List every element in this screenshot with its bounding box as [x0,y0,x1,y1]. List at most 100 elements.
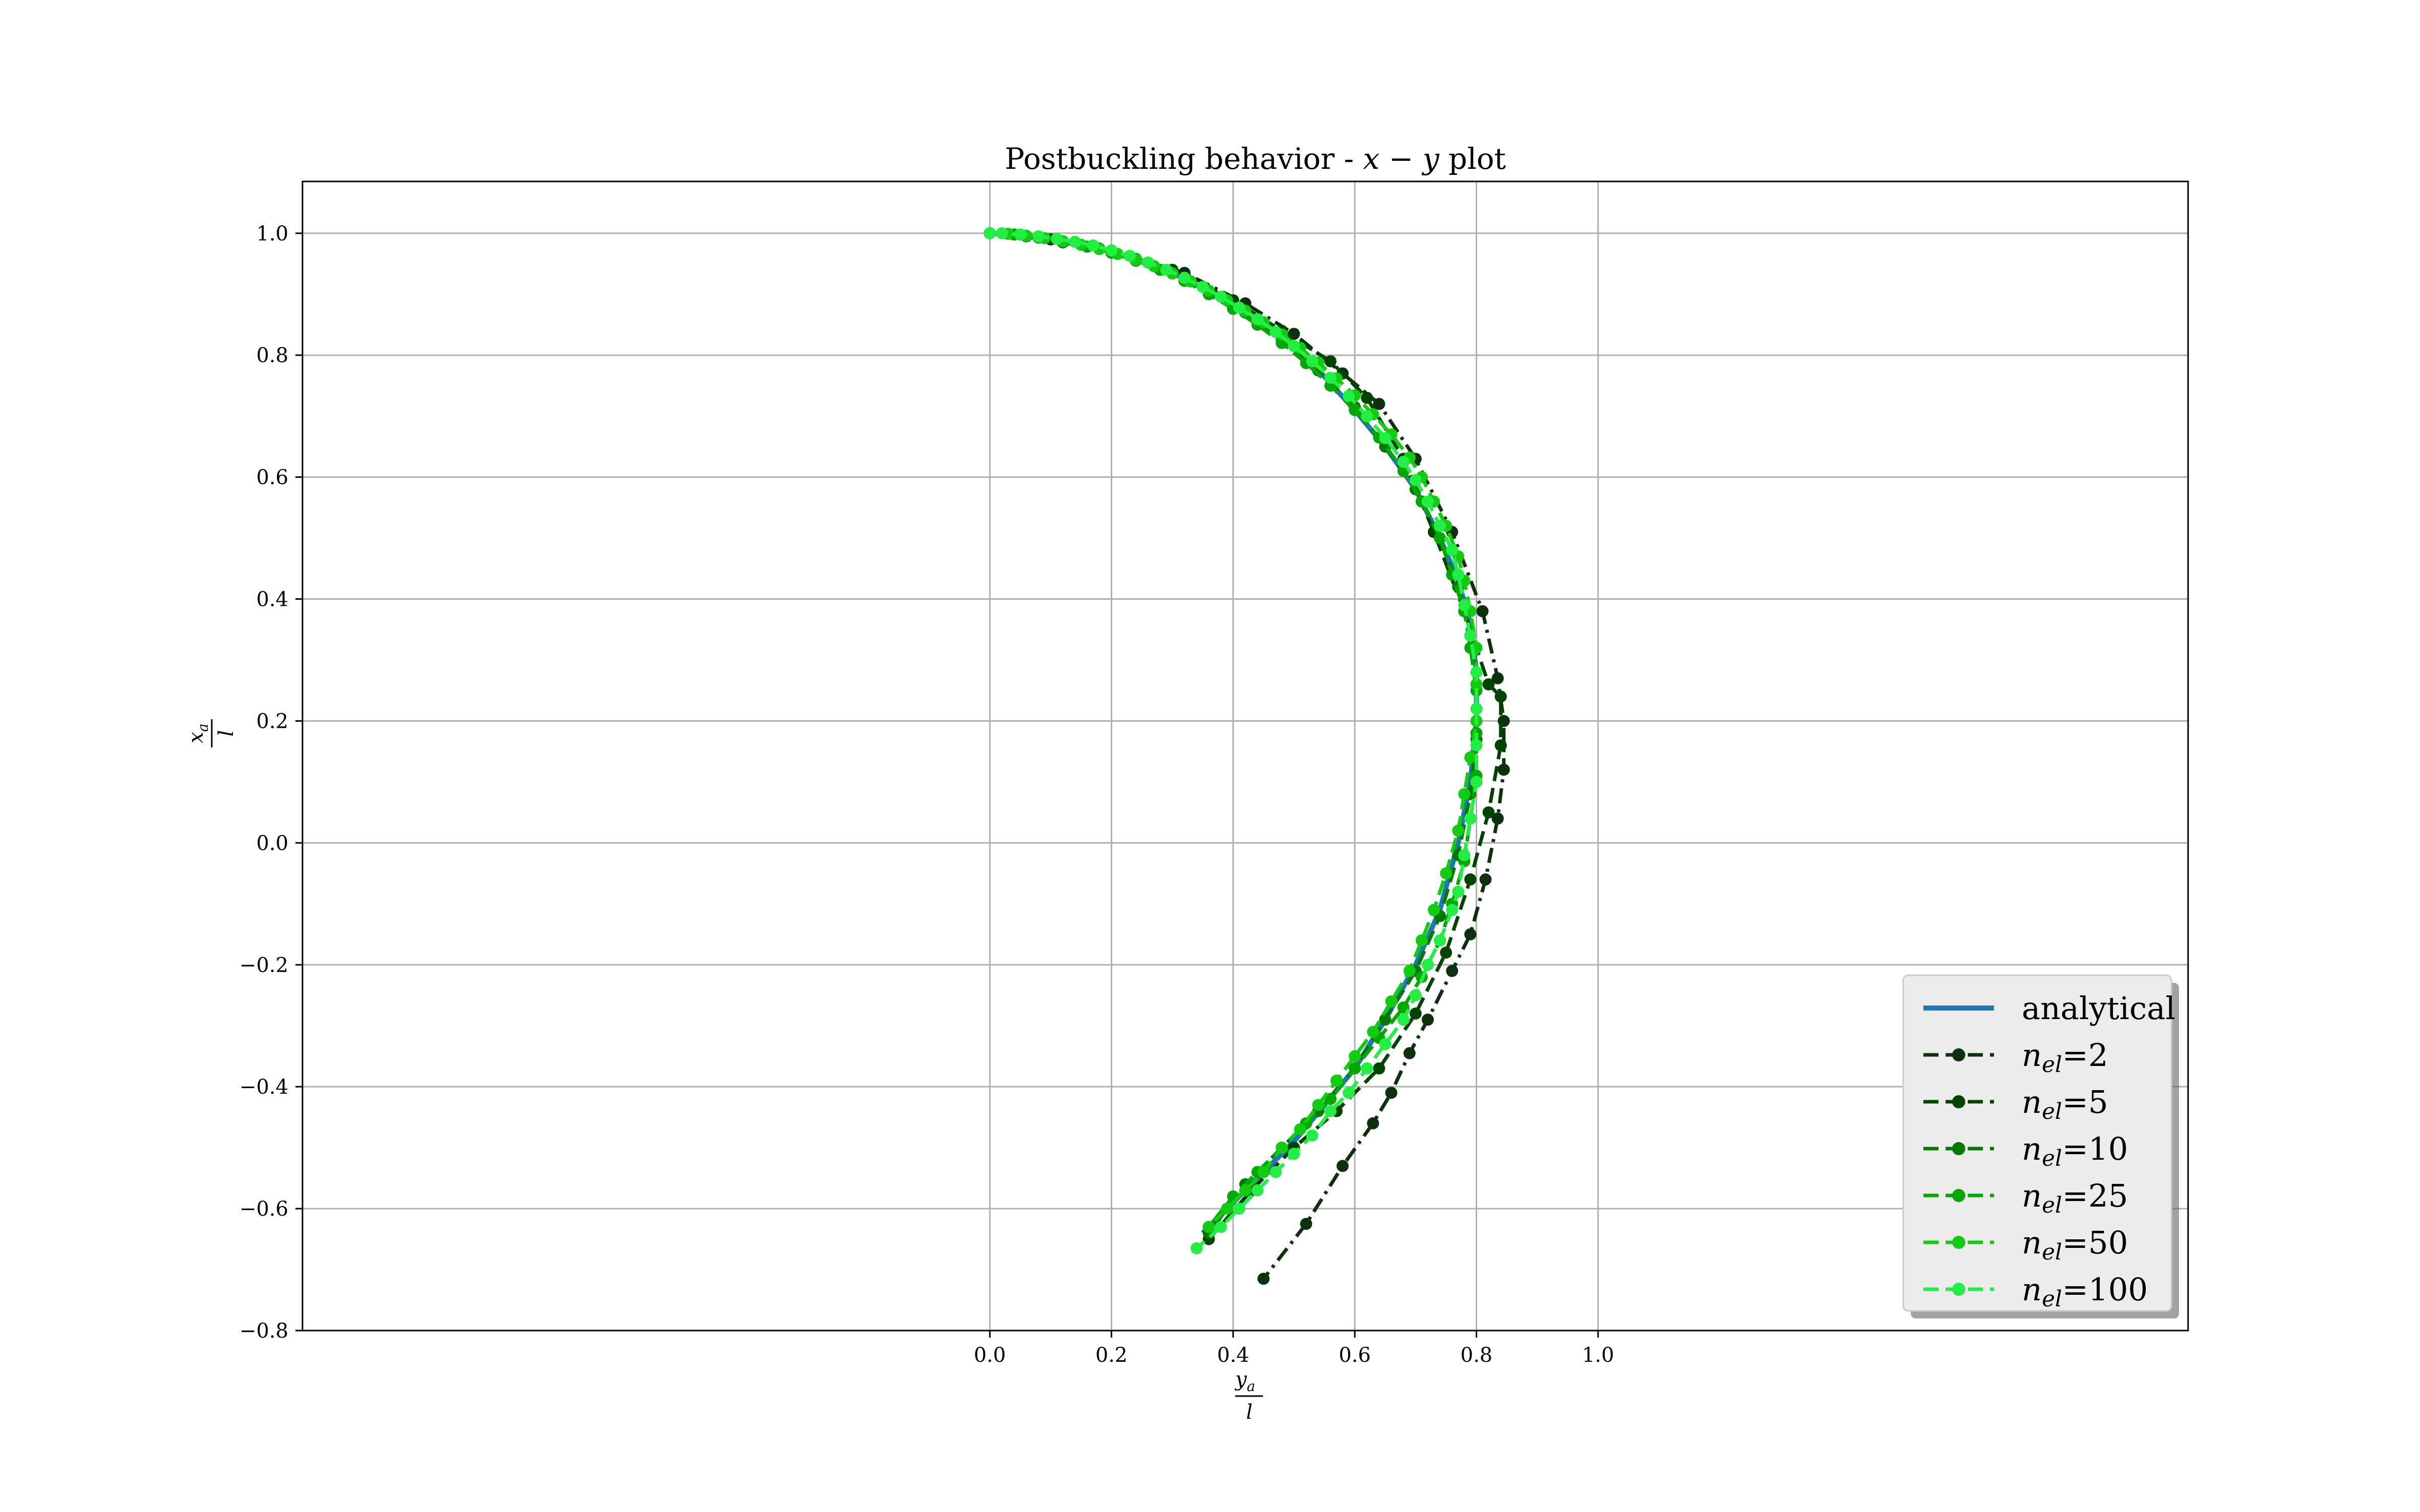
y-axis-label-numerator: xa [185,723,211,743]
data-point [1343,390,1355,402]
data-point [1251,313,1264,326]
data-point [1312,1099,1324,1111]
data-point [1470,666,1483,678]
legend-entry-analytical: analytical [1923,990,2175,1027]
data-point [1385,995,1398,1007]
data-point [1361,1062,1373,1075]
legend: analytical nel=2 nel=5 nel=10 nel=25 nel=50 ne… [1902,974,2179,1318]
legend-entry-n100: nel=100 [1923,1271,2148,1312]
data-point [1379,432,1392,445]
data-point [1434,934,1446,947]
data-point [1276,1142,1288,1154]
legend-entry-n10: nel=10 [1923,1130,2128,1171]
data-point [1440,867,1453,879]
y-tick-label: 0.4 [256,588,288,611]
plot-area [984,227,1510,1285]
data-point [1069,235,1081,248]
data-point [1215,1221,1227,1233]
data-point [1446,965,1459,977]
x-axis-label: ya l [1234,1368,1263,1424]
data-point [1373,1062,1385,1075]
data-point [1464,812,1477,825]
data-point [1178,272,1191,284]
legend-entry-n50: nel=50 [1923,1224,2128,1265]
data-point [1415,934,1428,947]
data-point [1202,1221,1215,1233]
data-point [1324,371,1337,384]
x-axis-label-denominator: l [1246,1401,1253,1424]
data-point [1494,690,1507,703]
legend-label: nel=25 [2022,1177,2128,1218]
data-point [1257,1273,1270,1285]
legend-marker [1952,1048,1965,1061]
data-point [1464,629,1477,642]
data-point [1409,1007,1422,1020]
data-point [1421,959,1434,971]
data-point [1257,1166,1270,1178]
data-point [1409,474,1422,486]
data-point [1446,544,1459,556]
data-point [1361,392,1373,404]
legend-entry-n2: nel=2 [1923,1037,2108,1078]
legend-label: nel=2 [2022,1037,2108,1078]
x-tick-label: 0.6 [1339,1344,1371,1367]
data-point [996,227,1008,239]
x-tick-label: 1.0 [1582,1344,1614,1367]
data-point [1464,928,1477,940]
data-point [1458,599,1471,611]
y-axis-label: xa l [185,719,238,747]
data-point [1294,1123,1306,1136]
y-axis-label-denominator: l [215,730,238,737]
x-tick-label: 0.4 [1217,1344,1249,1367]
data-point [1464,751,1477,764]
data-point [1349,1050,1361,1062]
data-point [1482,806,1495,818]
data-point [1367,1117,1379,1129]
y-tick-label: −0.8 [239,1319,288,1343]
data-point [1434,520,1446,532]
data-point [1196,281,1209,293]
data-point [1014,228,1026,241]
data-point [1269,1166,1282,1178]
data-point [1324,1105,1337,1117]
data-point [1087,239,1100,252]
data-point [1476,605,1489,617]
y-tick-label: 0.6 [256,466,288,489]
data-point [1440,947,1453,959]
data-point [1379,1014,1392,1026]
legend-label: nel=10 [2022,1130,2128,1171]
x-tick-label: 0.8 [1461,1344,1493,1367]
data-point [1479,873,1492,886]
legend-box [1902,974,2172,1312]
data-point [1330,1075,1343,1087]
data-point [1233,301,1245,314]
legend-marker [1952,1236,1965,1249]
data-point [1397,1014,1410,1026]
data-point [1190,1242,1203,1254]
legend-marker [1952,1142,1965,1155]
data-point [1397,456,1410,468]
data-point [1160,264,1173,276]
data-point [1349,1062,1361,1075]
y-tick-label: 0.0 [256,832,288,855]
data-point [1123,249,1136,262]
data-point [1409,989,1422,1001]
data-point [1497,764,1510,776]
legend-marker [1952,1189,1965,1202]
data-point [1446,904,1459,916]
x-axis-label-numerator: ya [1234,1368,1255,1395]
data-point [1458,788,1471,800]
data-point [1452,825,1465,837]
data-point [1421,495,1434,508]
chart-title: Postbuckling behavior - x − y plot [1005,142,1506,176]
data-point [1221,1203,1233,1215]
data-point [1288,1148,1300,1160]
data-point [1306,1129,1318,1142]
y-tick-label: 0.2 [256,710,288,733]
series-n100 [984,227,1483,1254]
data-point [1421,1014,1434,1026]
axes-frame [301,180,2189,1332]
data-point [1141,256,1154,269]
y-tick-label: −0.6 [239,1198,288,1221]
data-point [1491,812,1504,825]
